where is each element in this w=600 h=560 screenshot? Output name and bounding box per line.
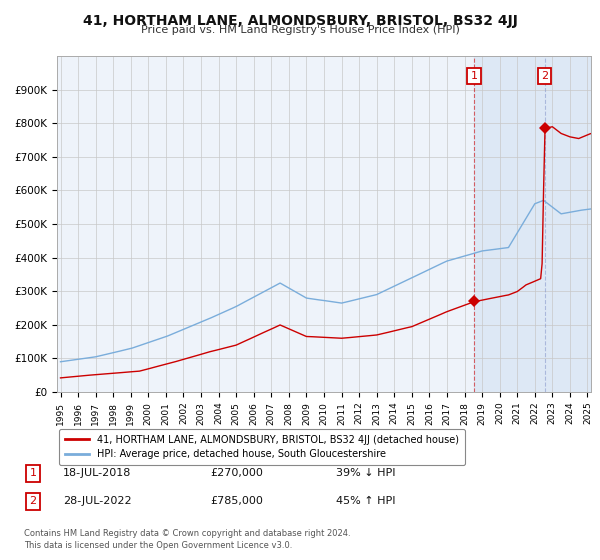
- Text: 41, HORTHAM LANE, ALMONDSBURY, BRISTOL, BS32 4JJ: 41, HORTHAM LANE, ALMONDSBURY, BRISTOL, …: [83, 14, 517, 28]
- Text: 2: 2: [541, 71, 548, 81]
- Text: 1: 1: [470, 71, 478, 81]
- Text: 45% ↑ HPI: 45% ↑ HPI: [336, 496, 395, 506]
- Text: £270,000: £270,000: [210, 468, 263, 478]
- Text: 39% ↓ HPI: 39% ↓ HPI: [336, 468, 395, 478]
- Text: £785,000: £785,000: [210, 496, 263, 506]
- Legend: 41, HORTHAM LANE, ALMONDSBURY, BRISTOL, BS32 4JJ (detached house), HPI: Average : 41, HORTHAM LANE, ALMONDSBURY, BRISTOL, …: [59, 429, 465, 465]
- Text: Price paid vs. HM Land Registry's House Price Index (HPI): Price paid vs. HM Land Registry's House …: [140, 25, 460, 35]
- Text: 28-JUL-2022: 28-JUL-2022: [63, 496, 131, 506]
- Text: 1: 1: [29, 468, 37, 478]
- Text: 18-JUL-2018: 18-JUL-2018: [63, 468, 131, 478]
- Text: 2: 2: [29, 496, 37, 506]
- Bar: [474, 56, 593, 392]
- Text: Contains HM Land Registry data © Crown copyright and database right 2024.
This d: Contains HM Land Registry data © Crown c…: [24, 529, 350, 550]
